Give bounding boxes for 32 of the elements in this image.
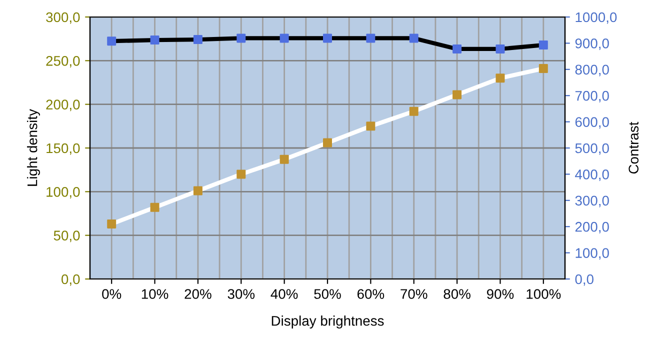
x-tick-label: 30% [228, 289, 255, 299]
x-tick-label: 80% [444, 289, 470, 299]
x-axis-title: Display brightness [272, 316, 384, 329]
y2-tick-label: 300,0 [575, 196, 609, 208]
y2-tick-label: 0,0 [575, 274, 594, 286]
y-tick-label: 50,0 [54, 230, 80, 242]
x-tick-label: 0% [102, 289, 122, 299]
y2-tick-label: 600,0 [575, 117, 609, 129]
y-tick-label: 150,0 [46, 143, 80, 155]
y2-axis-title: Contrast [628, 122, 639, 174]
x-tick-label: 20% [184, 289, 212, 299]
y2-tick-label: 900,0 [575, 38, 609, 50]
y2-tick-label: 500,0 [575, 143, 609, 155]
y-axis-title: Light density [27, 109, 40, 186]
y-tick-label: 0,0 [62, 274, 80, 286]
y2-tick-label: 400,0 [575, 170, 609, 182]
x-tick-label: 100% [526, 289, 561, 299]
y2-tick-label: 200,0 [575, 222, 609, 234]
x-tick-label: 10% [142, 289, 168, 299]
x-tick-label: 70% [400, 289, 428, 299]
x-tick-label: 60% [357, 289, 384, 299]
x-tick-label: 40% [270, 289, 298, 299]
y2-tick-label: 100,0 [576, 248, 609, 260]
x-tick-label: 90% [486, 289, 514, 299]
y-tick-label: 250,0 [46, 56, 80, 68]
y2-tick-label: 700,0 [575, 90, 609, 102]
y2-tick-label: 1000,0 [576, 12, 617, 24]
y-tick-label: 100,0 [46, 187, 80, 198]
y2-tick-label: 800,0 [575, 64, 609, 76]
y-tick-label: 200,0 [46, 100, 80, 112]
x-tick-label: 50% [314, 289, 341, 299]
y-tick-label: 300,0 [46, 12, 80, 24]
